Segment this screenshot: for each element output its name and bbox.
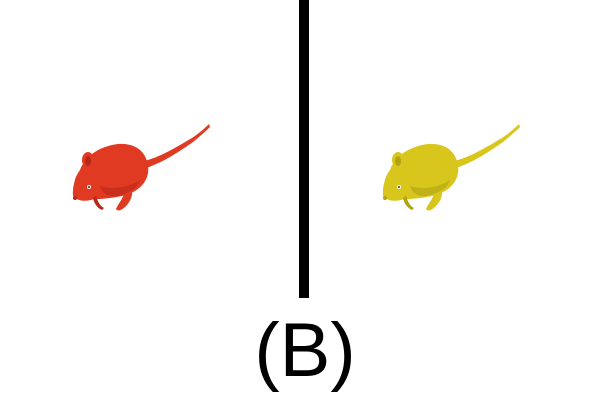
figure-caption: (B) xyxy=(254,308,356,393)
right-panel xyxy=(310,0,610,300)
red-mouse-icon xyxy=(72,124,210,211)
left-panel xyxy=(0,0,300,300)
vertical-divider xyxy=(299,0,309,298)
yellow-mouse-icon xyxy=(382,124,520,211)
